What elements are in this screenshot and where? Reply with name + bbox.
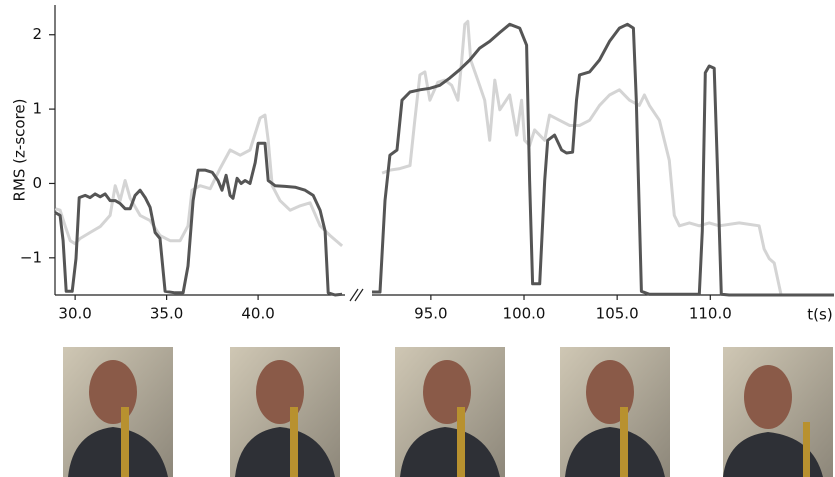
break-mark xyxy=(349,288,359,302)
y-tick-label: −1 xyxy=(20,248,42,266)
axis-break xyxy=(349,288,364,302)
x-tick-label: 100.0 xyxy=(503,305,546,323)
y-tick-label: 0 xyxy=(32,174,42,192)
frame xyxy=(395,347,505,477)
frame xyxy=(63,347,173,477)
y-tick-label: 2 xyxy=(32,25,42,43)
x-tick-label: 110.0 xyxy=(689,305,732,323)
x-tick-label: 35.0 xyxy=(150,305,183,323)
series-line xyxy=(54,22,834,297)
frame xyxy=(723,347,833,477)
video-frames xyxy=(63,347,833,477)
break-mark xyxy=(354,288,364,302)
x-tick-label: 40.0 xyxy=(241,305,274,323)
x-tick-label: 105.0 xyxy=(596,305,639,323)
y-axis-label: RMS (z-score) xyxy=(11,99,29,202)
frame xyxy=(230,347,340,477)
x-tick-label: 30.0 xyxy=(58,305,91,323)
y-tick-label: 1 xyxy=(32,100,42,118)
x-axis-label: t(s) xyxy=(807,306,832,324)
frame xyxy=(560,347,670,477)
x-tick-label: 95.0 xyxy=(414,305,447,323)
